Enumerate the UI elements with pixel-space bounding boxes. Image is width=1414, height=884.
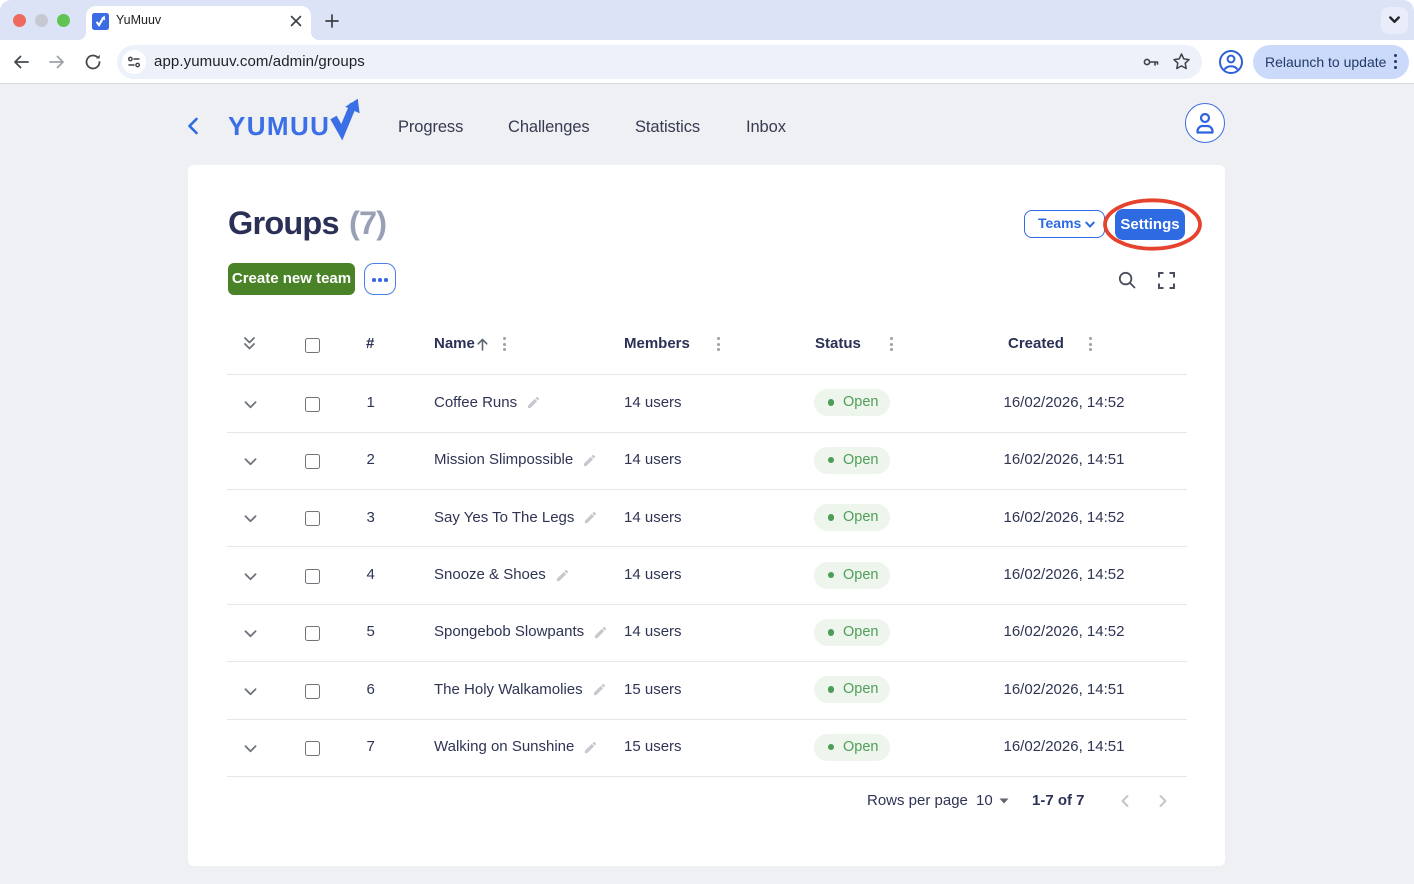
svg-text:YUMUU: YUMUU bbox=[228, 111, 330, 141]
